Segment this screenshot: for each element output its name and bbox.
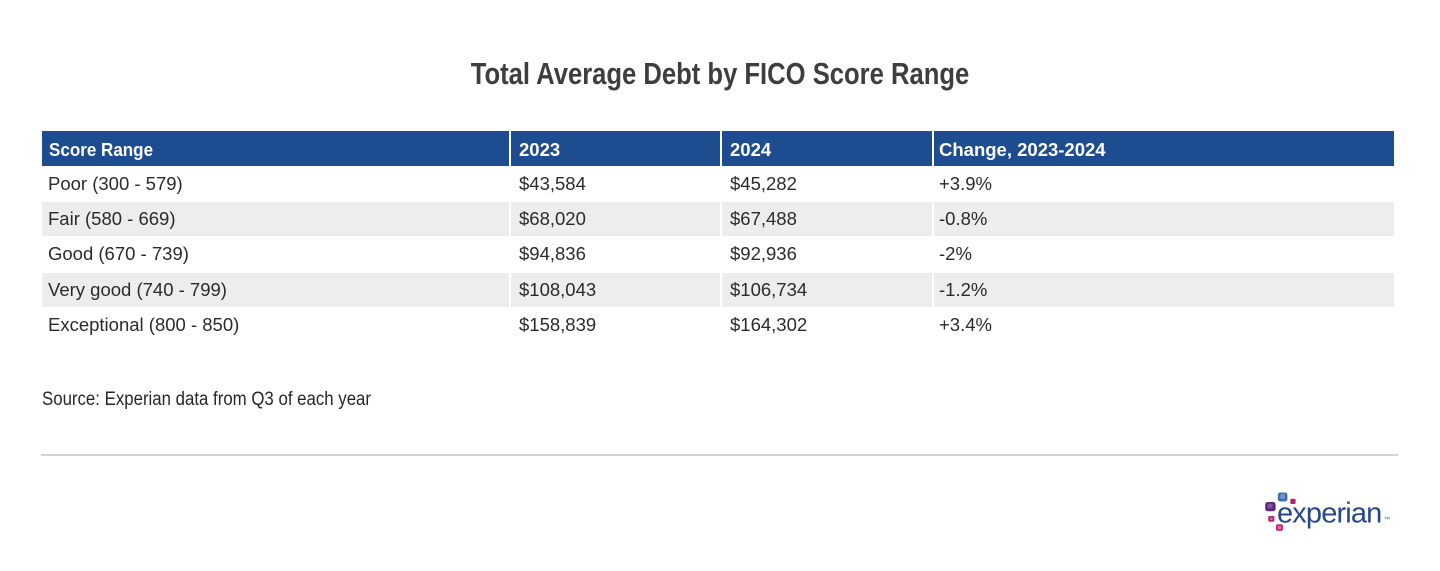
svg-text:™: ™ bbox=[1384, 516, 1390, 523]
svg-text:experian: experian bbox=[1277, 497, 1381, 529]
